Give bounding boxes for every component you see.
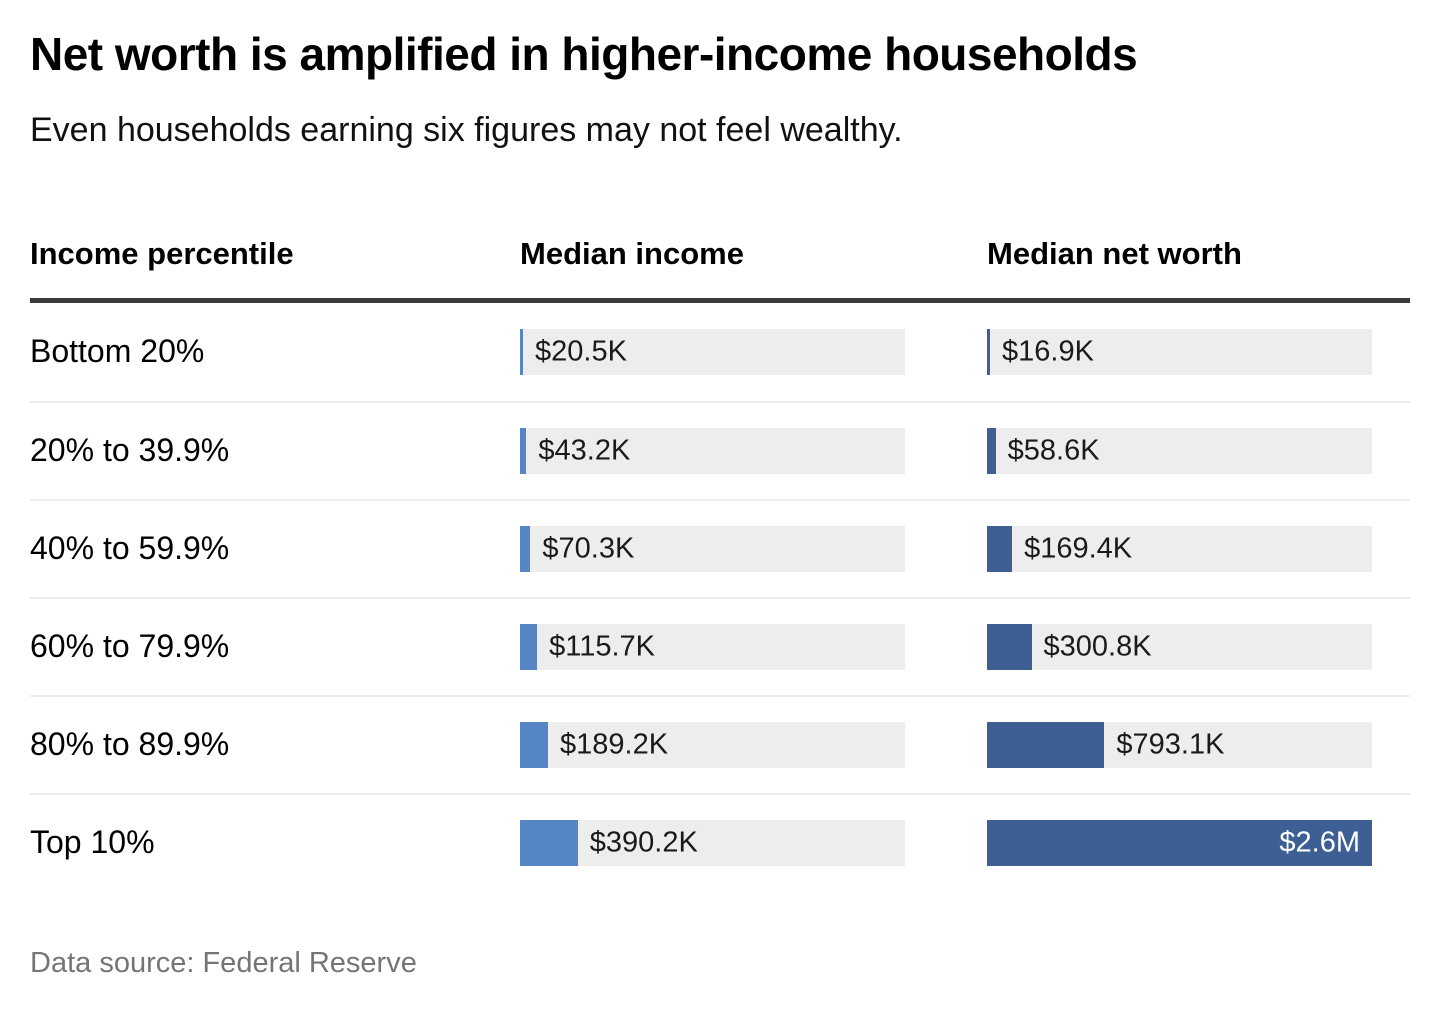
median-income-bar-track: $115.7K (520, 623, 905, 670)
chart-card: Net worth is amplified in higher-income … (0, 28, 1440, 1024)
median-income-value-label: $20.5K (535, 335, 627, 368)
median-income-bar-fill (520, 427, 527, 474)
median-net-worth-bar-track: $300.8K (987, 623, 1372, 670)
median-income-bar-cell: $390.2K (520, 819, 987, 866)
median-net-worth-bar-cell: $16.9K (987, 328, 1410, 375)
median-income-bar-cell: $115.7K (520, 623, 987, 670)
table-row: Top 10% $390.2K $2.6M (30, 792, 1410, 891)
column-header-median-income: Median income (520, 235, 744, 271)
median-net-worth-value-label: $300.8K (1043, 630, 1152, 663)
median-income-bar-cell: $20.5K (520, 328, 987, 375)
chart-title: Net worth is amplified in higher-income … (30, 28, 1138, 80)
median-income-bar-fill (520, 525, 531, 572)
table-row: 60% to 79.9% $115.7K $300.8K (30, 596, 1410, 695)
median-net-worth-value-label: $2.6M (1279, 826, 1360, 859)
median-net-worth-bar-fill (987, 623, 1032, 670)
median-income-bar-fill (520, 819, 578, 866)
median-income-bar-track: $20.5K (520, 328, 905, 375)
median-net-worth-bar-cell: $793.1K (987, 721, 1410, 768)
median-net-worth-bar-track: $793.1K (987, 721, 1372, 768)
median-income-bar-fill (520, 721, 549, 768)
income-percentile-label: Bottom 20% (30, 333, 205, 370)
median-income-bar-track: $43.2K (520, 427, 905, 474)
median-net-worth-value-label: $793.1K (1116, 728, 1225, 761)
median-net-worth-bar-fill (987, 427, 996, 474)
table-row: 20% to 39.9% $43.2K $58.6K (30, 400, 1410, 499)
median-net-worth-bar-track: $16.9K (987, 328, 1372, 375)
income-percentile-label: 60% to 79.9% (30, 628, 230, 665)
income-percentile-label: 20% to 39.9% (30, 432, 230, 469)
column-header-income-percentile: Income percentile (30, 235, 294, 271)
median-net-worth-bar-fill (987, 525, 1013, 572)
income-percentile-label: Top 10% (30, 824, 155, 861)
median-net-worth-bar-cell: $300.8K (987, 623, 1410, 670)
median-income-bar-track: $390.2K (520, 819, 905, 866)
median-income-value-label: $70.3K (542, 532, 635, 565)
median-net-worth-value-label: $58.6K (1007, 434, 1100, 467)
data-source: Data source: Federal Reserve (30, 946, 417, 979)
median-net-worth-bar-track: $2.6M (987, 819, 1372, 866)
median-net-worth-bar-fill (987, 328, 990, 375)
median-net-worth-value-label: $169.4K (1024, 532, 1133, 565)
table-header: Income percentile Median income Median n… (30, 236, 1410, 303)
median-income-bar-track: $189.2K (520, 721, 905, 768)
median-net-worth-bar-track: $169.4K (987, 525, 1372, 572)
median-income-bar-cell: $43.2K (520, 427, 987, 474)
median-income-bar-cell: $70.3K (520, 525, 987, 572)
median-net-worth-bar-track: $58.6K (987, 427, 1372, 474)
table-row: 40% to 59.9% $70.3K $169.4K (30, 498, 1410, 597)
table-body: Bottom 20% $20.5K $16.9K 20% to 39.9% $4… (30, 303, 1410, 891)
median-income-value-label: $43.2K (538, 434, 631, 467)
table-row: 80% to 89.9% $189.2K $793.1K (30, 694, 1410, 793)
income-percentile-label: 40% to 59.9% (30, 530, 230, 567)
median-income-value-label: $189.2K (560, 728, 669, 761)
median-net-worth-bar-cell: $58.6K (987, 427, 1410, 474)
median-income-bar-fill (520, 623, 538, 670)
median-income-value-label: $390.2K (589, 826, 698, 859)
median-net-worth-bar-cell: $2.6M (987, 819, 1410, 866)
median-net-worth-bar-fill (987, 819, 1372, 866)
median-net-worth-value-label: $16.9K (1002, 335, 1094, 368)
median-income-bar-track: $70.3K (520, 525, 905, 572)
table-row: Bottom 20% $20.5K $16.9K (30, 303, 1410, 401)
column-header-median-net-worth: Median net worth (987, 235, 1242, 271)
median-income-value-label: $115.7K (549, 630, 656, 663)
median-net-worth-bar-cell: $169.4K (987, 525, 1410, 572)
median-net-worth-bar-fill (987, 721, 1105, 768)
income-percentile-label: 80% to 89.9% (30, 726, 230, 763)
median-income-bar-fill (520, 328, 524, 375)
chart-subtitle: Even households earning six figures may … (30, 110, 903, 149)
median-income-bar-cell: $189.2K (520, 721, 987, 768)
